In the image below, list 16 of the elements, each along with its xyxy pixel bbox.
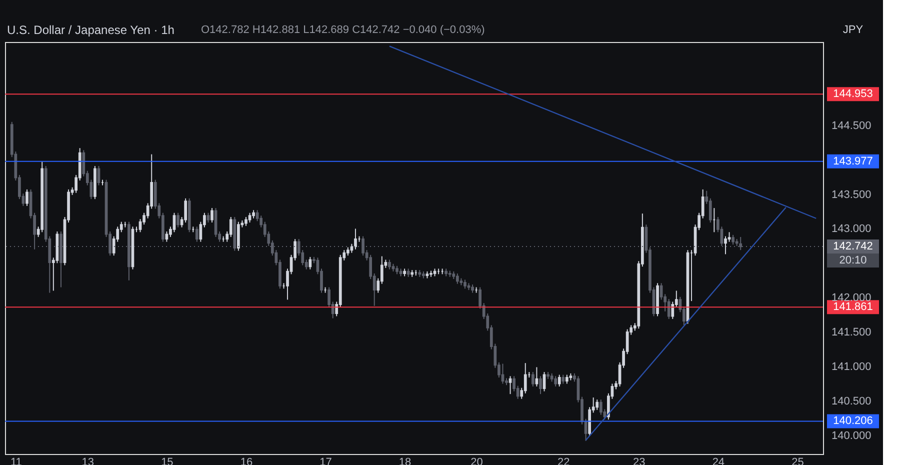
- ref-line-label: 141.861: [833, 301, 873, 314]
- y-tick-label: 143.500: [832, 188, 872, 201]
- y-tick-label: 140.500: [832, 395, 872, 408]
- ref-line-label: 140.206: [833, 415, 873, 428]
- text: JPY: [842, 24, 864, 36]
- chart-subtitle: O142.782 H142.881 L142.689 C142.742 −0.040 (−0.03%): [201, 24, 485, 36]
- chart-title: U.S. Dollar / Japanese Yen · 1h: [7, 23, 174, 37]
- y-tick-label: 143.000: [832, 223, 872, 236]
- y-tick-label: 144.500: [832, 120, 872, 132]
- y-tick-label: 141.000: [832, 361, 872, 373]
- y-tick-label: 141.500: [832, 326, 872, 339]
- y-tick-label: 140.000: [832, 430, 872, 442]
- ref-line-label: 143.977: [833, 155, 873, 168]
- ref-line-label: 144.953: [833, 88, 873, 100]
- text: 20:10: [839, 254, 867, 266]
- ref-line-label: 142.742: [833, 240, 873, 252]
